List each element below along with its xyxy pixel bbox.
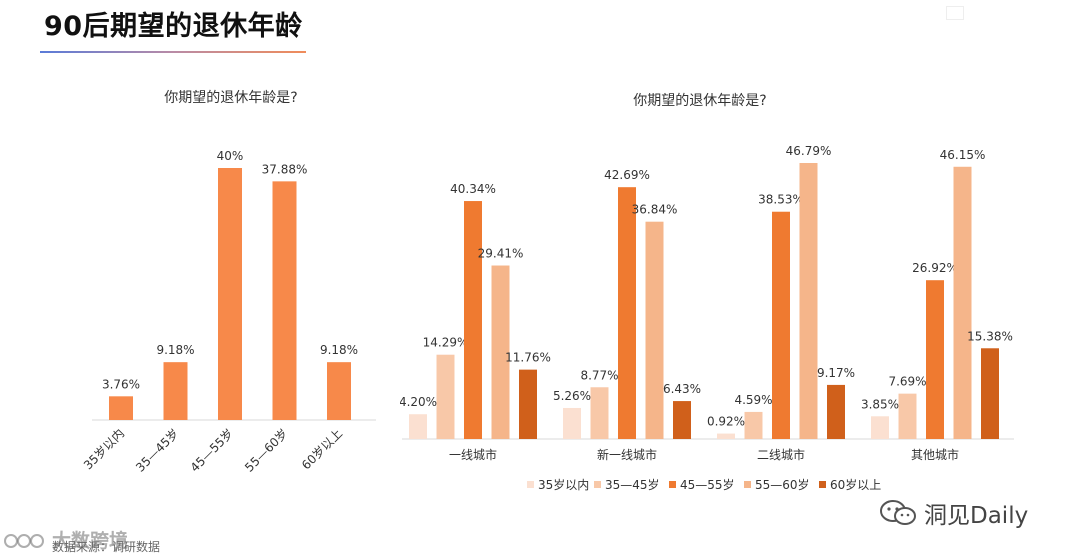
- legend-swatch: [527, 481, 534, 488]
- legend-label: 45—55岁: [680, 477, 735, 492]
- bar: [673, 401, 691, 439]
- legend-swatch: [669, 481, 676, 488]
- data-label: 7.69%: [888, 375, 926, 389]
- data-label: 38.53%: [758, 193, 804, 207]
- data-label: 5.26%: [553, 389, 591, 403]
- chart-title: 你期望的退休年龄是?: [164, 90, 297, 106]
- bar: [926, 280, 944, 439]
- category-label: 35—45岁: [132, 426, 181, 475]
- watermark-left-text: 大数跨境: [52, 530, 129, 552]
- data-label: 8.77%: [580, 368, 618, 382]
- chart-overall: 你期望的退休年龄是? 3.76% 35岁以内 9.18% 35—45岁 40% 45—55…: [80, 90, 376, 475]
- bar: [799, 163, 818, 439]
- data-label: 46.79%: [786, 144, 832, 158]
- data-label: 29.41%: [478, 247, 524, 261]
- watermark-left: 大数跨境: [4, 526, 128, 553]
- watermark-right-text: 洞见Daily: [924, 503, 1029, 529]
- category-label: 60岁以上: [298, 426, 345, 473]
- bar: [491, 265, 510, 439]
- bar: [871, 416, 889, 439]
- chart-title: 你期望的退休年龄是?: [633, 93, 766, 109]
- bar: [744, 411, 763, 439]
- data-label: 15.38%: [967, 329, 1013, 343]
- bar: [464, 201, 482, 439]
- legend-swatch: [594, 481, 601, 488]
- bar: [590, 387, 609, 439]
- bar: [218, 168, 242, 420]
- data-label: 40%: [217, 149, 244, 163]
- data-label: 3.76%: [102, 377, 140, 391]
- data-label: 9.17%: [817, 366, 855, 380]
- brand-logo-icon: [4, 533, 44, 548]
- bar: [772, 211, 790, 439]
- data-label: 14.29%: [423, 336, 469, 350]
- bar: [409, 414, 427, 439]
- bar: [618, 187, 636, 439]
- data-label: 40.34%: [450, 182, 496, 196]
- data-label: 36.84%: [632, 203, 678, 217]
- category-label: 新一线城市: [597, 447, 657, 462]
- data-label: 4.20%: [400, 395, 437, 409]
- title-underline: [40, 51, 306, 53]
- data-label: 37.88%: [262, 162, 308, 176]
- legend-swatch: [744, 481, 751, 488]
- bar: [953, 166, 972, 439]
- category-label: 一线城市: [449, 447, 497, 462]
- bar: [827, 384, 845, 439]
- wechat-icon: [880, 500, 916, 525]
- legend-label: 55—60岁: [755, 477, 810, 492]
- data-label: 4.59%: [734, 393, 772, 407]
- data-label: 26.92%: [912, 261, 958, 275]
- legend-label: 35岁以内: [538, 477, 589, 492]
- legend-label: 35—45岁: [605, 477, 660, 492]
- data-label: 46.15%: [940, 148, 986, 162]
- chart-by-city: 你期望的退休年龄是? 4.20% 14.29% 40.34% 29.41% 11.76%…: [400, 93, 1014, 492]
- legend-swatch: [819, 481, 826, 488]
- bar: [519, 369, 537, 439]
- category-label: 35岁以内: [80, 426, 127, 473]
- bar: [898, 393, 917, 439]
- category-label: 二线城市: [757, 447, 805, 462]
- bar: [272, 181, 297, 420]
- category-label: 45—55岁: [187, 426, 236, 475]
- bar: [163, 362, 188, 420]
- bar: [109, 396, 133, 420]
- bar: [436, 354, 455, 439]
- data-label: 6.43%: [663, 382, 701, 396]
- bar: [717, 433, 735, 439]
- data-source: 数据来源：调研数据: [52, 540, 161, 554]
- data-label: 42.69%: [604, 168, 650, 182]
- legend-label: 60岁以上: [830, 477, 881, 492]
- corner-mark: [946, 6, 964, 20]
- category-label: 55—60岁: [241, 426, 290, 475]
- bar: [981, 348, 999, 439]
- data-label: 11.76%: [505, 351, 551, 365]
- data-label: 3.85%: [861, 397, 899, 411]
- page-title: 90后期望的退休年龄: [44, 11, 303, 42]
- data-label: 9.18%: [156, 343, 194, 357]
- bar: [645, 221, 664, 439]
- data-label: 9.18%: [320, 343, 358, 357]
- bar: [563, 407, 581, 439]
- data-label: 0.92%: [707, 415, 745, 429]
- category-label: 其他城市: [911, 447, 959, 462]
- bar: [327, 362, 351, 420]
- watermark-right: 洞见Daily: [878, 496, 1028, 530]
